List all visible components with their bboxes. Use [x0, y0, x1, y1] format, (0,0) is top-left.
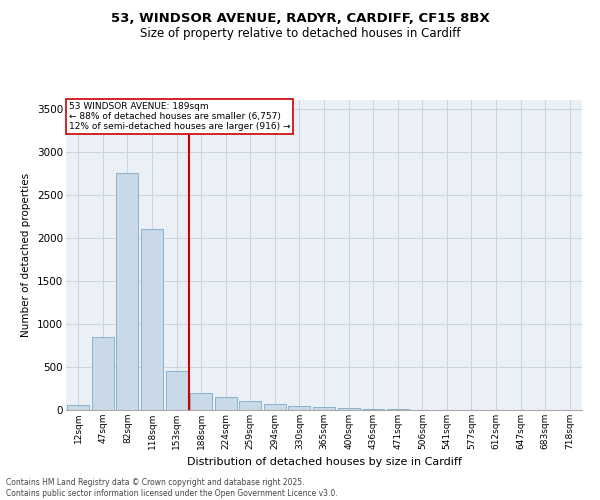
- Bar: [313, 408, 335, 410]
- Y-axis label: Number of detached properties: Number of detached properties: [22, 173, 31, 337]
- Bar: [362, 408, 384, 410]
- Bar: [289, 406, 310, 410]
- Bar: [116, 173, 139, 410]
- Bar: [190, 393, 212, 410]
- Text: 53, WINDSOR AVENUE, RADYR, CARDIFF, CF15 8BX: 53, WINDSOR AVENUE, RADYR, CARDIFF, CF15…: [110, 12, 490, 26]
- Bar: [141, 229, 163, 410]
- Bar: [264, 404, 286, 410]
- Text: 53 WINDSOR AVENUE: 189sqm
← 88% of detached houses are smaller (6,757)
12% of se: 53 WINDSOR AVENUE: 189sqm ← 88% of detac…: [68, 102, 290, 132]
- X-axis label: Distribution of detached houses by size in Cardiff: Distribution of detached houses by size …: [187, 458, 461, 468]
- Bar: [92, 337, 114, 410]
- Bar: [239, 402, 262, 410]
- Text: Size of property relative to detached houses in Cardiff: Size of property relative to detached ho…: [140, 28, 460, 40]
- Text: Contains HM Land Registry data © Crown copyright and database right 2025.
Contai: Contains HM Land Registry data © Crown c…: [6, 478, 338, 498]
- Bar: [67, 406, 89, 410]
- Bar: [386, 409, 409, 410]
- Bar: [215, 397, 237, 410]
- Bar: [166, 371, 188, 410]
- Bar: [338, 408, 359, 410]
